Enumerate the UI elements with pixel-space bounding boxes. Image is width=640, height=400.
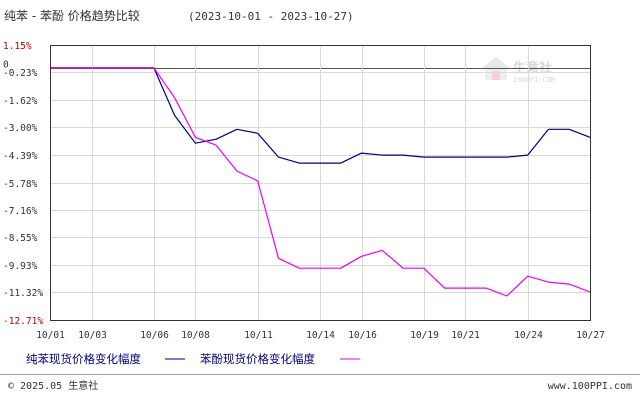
footer-website: www.100PPI.com (548, 381, 632, 392)
y-tick-label: -1.62% (3, 96, 38, 107)
grid-lines (50, 45, 591, 320)
x-axis-ticks: 10/01 10/03 10/06 10/08 10/11 10/14 10/16 10/19… (36, 330, 605, 341)
y-tick-label: -9.93% (3, 261, 38, 272)
y-tick-label: -12.71% (3, 316, 43, 327)
y-tick-label: -7.16% (3, 206, 38, 217)
y-tick-label: -5.78% (3, 179, 38, 190)
y-tick-label: -8.55% (3, 233, 38, 244)
x-tick-label: 10/24 (514, 330, 543, 341)
legend: 纯苯现货价格变化幅度 苯酚现货价格变化幅度 (26, 352, 360, 366)
chart-title: 纯苯 - 苯酚 价格趋势比较 (4, 8, 140, 23)
y-tick-label: -0.23% (3, 68, 38, 79)
x-tick-label: 10/06 (140, 330, 169, 341)
y-tick-label: -11.32% (3, 288, 43, 299)
series-line-phenol (50, 67, 591, 297)
x-tick-label: 10/16 (348, 330, 377, 341)
x-tick-label: 10/08 (181, 330, 210, 341)
plot-border (50, 45, 591, 321)
y-tick-label: -4.39% (3, 151, 38, 162)
series-lines (50, 67, 591, 297)
y-axis-ticks: 1.15% -0.23% -1.62% -3.00% -4.39% -5.78% -7.16… (3, 41, 43, 327)
x-tick-label: 10/27 (576, 330, 605, 341)
chart-date-range: (2023-10-01 - 2023-10-27) (188, 10, 354, 23)
x-tick-label: 10/14 (306, 330, 335, 341)
x-tick-label: 10/01 (36, 330, 65, 341)
watermark-url: 100PPI.COM (513, 76, 555, 84)
zero-label: 0 (3, 60, 9, 71)
watermark-logo: 生意社 100PPI.COM (482, 57, 555, 84)
x-tick-label: 10/11 (244, 330, 273, 341)
house-logo-icon (482, 57, 510, 80)
y-tick-label: 1.15% (3, 41, 32, 52)
plot-frame (50, 45, 591, 321)
legend-label-benzene: 纯苯现货价格变化幅度 (26, 352, 141, 366)
x-tick-label: 10/21 (451, 330, 480, 341)
x-tick-label: 10/03 (78, 330, 107, 341)
legend-label-phenol: 苯酚现货价格变化幅度 (200, 352, 315, 366)
x-tick-label: 10/19 (410, 330, 439, 341)
footer-copyright: © 2025.05 生意社 (8, 379, 98, 392)
y-tick-label: -3.00% (3, 123, 38, 134)
